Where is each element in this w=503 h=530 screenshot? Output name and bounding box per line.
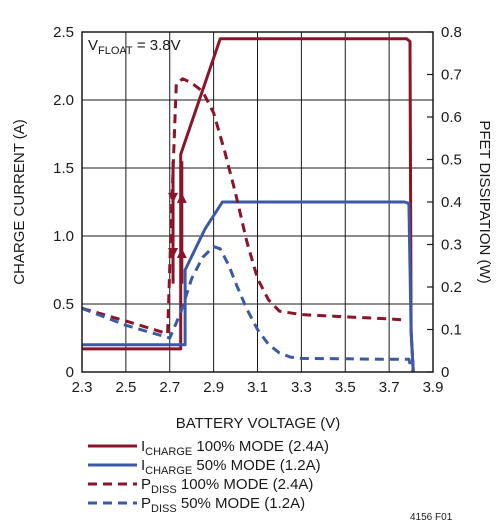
legend-label-2: ICHARGE 50% MODE (1.2A) xyxy=(141,457,321,477)
x-tick-label: 3.5 xyxy=(335,379,356,396)
y-tick-label: 0.5 xyxy=(53,296,74,313)
y-tick-label: 2.5 xyxy=(53,24,74,41)
figure-id: 4156 F01 xyxy=(410,512,453,523)
arrow-head-up xyxy=(176,192,187,203)
arrow-head-down xyxy=(168,192,179,203)
x-tick-label: 3.3 xyxy=(291,379,312,396)
y2-tick-label: 0.1 xyxy=(441,322,462,339)
arrow-head-down xyxy=(168,248,179,258)
y2-tick-label: 0.3 xyxy=(441,237,462,254)
annotation-vfloat: VFLOAT = 3.8V xyxy=(88,37,181,57)
y-tick-label: 0 xyxy=(66,364,74,381)
arrow-head-up xyxy=(176,248,187,258)
series-line-4 xyxy=(81,245,415,373)
y2-tick-label: 0.6 xyxy=(441,109,462,126)
x-tick-label: 2.9 xyxy=(203,379,224,396)
series-line-2 xyxy=(82,200,415,373)
y2-tick-label: 0 xyxy=(441,364,449,381)
legend-label-4: PDISS 50% MODE (1.2A) xyxy=(141,495,305,515)
series-layer xyxy=(81,37,415,373)
y2-axis-label: PFET DISSIPATION (W) xyxy=(476,120,493,283)
y2-tick-label: 0.8 xyxy=(441,24,462,41)
x-tick-label: 2.7 xyxy=(159,379,180,396)
x-tick-label: 3.7 xyxy=(379,379,400,396)
y2-tick-label: 0.4 xyxy=(441,194,462,211)
y-tick-label: 1.5 xyxy=(53,160,74,177)
y2-tick-label: 0.5 xyxy=(441,152,462,169)
x-tick-label: 3.1 xyxy=(247,379,268,396)
x-tick-label: 2.5 xyxy=(115,379,136,396)
arrow-layer xyxy=(168,161,187,284)
legend-label-1: ICHARGE 100% MODE (2.4A) xyxy=(141,438,329,458)
tick-labels: 2.3 2.5 2.7 2.9 3.1 3.3 3.5 3.7 3.900.51.01.52.0… xyxy=(53,24,462,396)
x-tick-label: 2.3 xyxy=(72,379,93,396)
y2-tick-label: 0.2 xyxy=(441,279,462,296)
x-tick-label: 3.9 xyxy=(423,379,444,396)
series-line-3 xyxy=(81,77,407,336)
legend: ICHARGE 100% MODE (2.4A)ICHARGE 50% MODE… xyxy=(88,438,329,515)
y2-tick-label: 0.7 xyxy=(441,67,462,84)
legend-label-3: PDISS 100% MODE (2.4A) xyxy=(141,476,313,496)
x-axis-label: BATTERY VOLTAGE (V) xyxy=(176,415,340,432)
y-tick-label: 2.0 xyxy=(53,92,74,109)
y-axis-label: CHARGE CURRENT (A) xyxy=(11,119,28,285)
y-tick-label: 1.0 xyxy=(53,228,74,245)
